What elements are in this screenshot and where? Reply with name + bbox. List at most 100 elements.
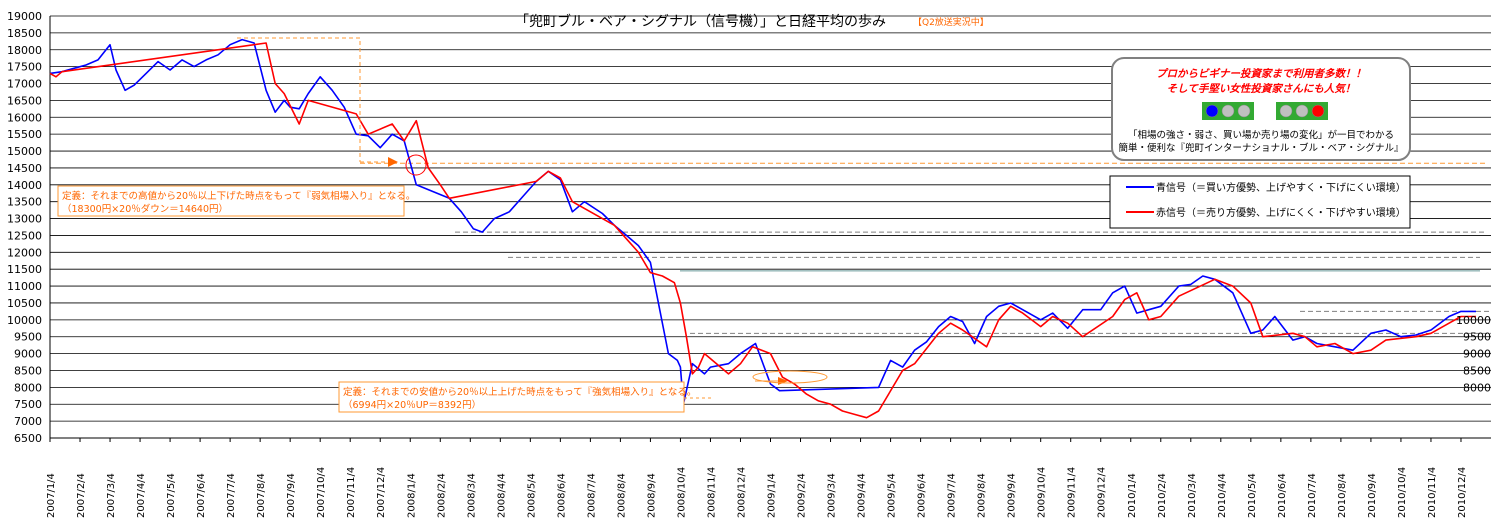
bull-marker-ellipse	[752, 370, 828, 384]
x-tick-label: 2007/5/4	[166, 473, 177, 518]
x-tick-label: 2007/9/4	[286, 473, 297, 518]
x-tick-label: 2008/10/4	[676, 467, 687, 518]
x-axis: 2007/1/4 2007/2/4 2007/3/4 2007/4/4 2007/5/4…	[46, 438, 1468, 518]
y-tick-label: 14500	[7, 162, 42, 175]
y-tick-label: 17500	[7, 61, 42, 74]
y-tick-label: 15500	[7, 128, 42, 141]
y-tick-label: 17000	[7, 78, 42, 91]
reference-lines	[360, 162, 1491, 334]
x-tick-label: 2008/5/4	[526, 473, 537, 518]
x-tick-label: 2008/6/4	[556, 473, 567, 518]
x-tick-label: 2010/8/4	[1337, 473, 1348, 518]
signal-lamp	[1279, 104, 1293, 118]
x-tick-label: 2009/1/4	[767, 473, 778, 518]
y-tick-label: 18500	[7, 27, 42, 40]
legend-label-red: 赤信号（＝売り方優勢、上げにくく・下げやすい環境）	[1156, 206, 1406, 219]
y-tick-label: 14000	[7, 179, 42, 192]
ad-line2: そして手堅い女性投資家さんにも人気！	[1167, 82, 1356, 95]
x-tick-label: 2009/6/4	[917, 473, 928, 518]
y-tick-label: 10500	[7, 297, 42, 310]
x-tick-label: 2009/3/4	[827, 473, 838, 518]
x-tick-label: 2008/2/4	[436, 473, 447, 518]
x-tick-label: 2007/2/4	[76, 473, 87, 518]
x-tick-label: 2008/8/4	[616, 473, 627, 518]
x-tick-label: 2009/12/4	[1097, 467, 1108, 518]
x-tick-label: 2010/3/4	[1187, 473, 1198, 518]
ad-line1: プロからビギナー投資家まで利用者多数！！	[1156, 67, 1366, 80]
signal-lamp	[1237, 104, 1251, 118]
y-tick-label: 15000	[7, 145, 42, 158]
right-label: 9500	[1463, 331, 1491, 344]
signal-lamp	[1205, 104, 1219, 118]
y-tick-label: 16000	[7, 111, 42, 124]
ad-line4: 簡単・便利な『兜町インターナショナル・ブル・ベア・シグナル』	[1118, 142, 1403, 154]
x-tick-label: 2009/9/4	[1007, 473, 1018, 518]
right-label: 8500	[1463, 364, 1491, 377]
x-tick-label: 2008/4/4	[496, 473, 507, 518]
x-tick-label: 2010/5/4	[1247, 473, 1258, 518]
x-tick-label: 2008/7/4	[586, 473, 597, 518]
x-tick-label: 2008/1/4	[406, 473, 417, 518]
x-tick-label: 2007/11/4	[346, 467, 357, 518]
bull-note-line2: （6994円×20％UP＝8392円）	[343, 399, 481, 411]
x-tick-label: 2008/9/4	[646, 473, 657, 518]
y-tick-label: 12500	[7, 229, 42, 242]
x-tick-label: 2007/8/4	[256, 473, 267, 518]
y-tick-label: 18000	[7, 44, 42, 57]
x-tick-label: 2007/7/4	[226, 473, 237, 518]
x-tick-label: 2010/2/4	[1157, 473, 1168, 518]
y-tick-label: 19000	[7, 10, 42, 23]
bear-annotation: 定義：それまでの高値から20％以上下げた時点をもって『弱気相場入り』となる。 （…	[57, 37, 427, 217]
x-tick-label: 2010/6/4	[1277, 473, 1288, 518]
x-tick-label: 2008/3/4	[466, 473, 477, 518]
y-tick-label: 10000	[7, 314, 42, 327]
bear-marker-circle	[405, 154, 427, 176]
x-tick-label: 2007/12/4	[376, 467, 387, 518]
bear-arrow-icon	[388, 157, 398, 167]
x-tick-label: 2007/6/4	[196, 473, 207, 518]
y-tick-label: 13000	[7, 213, 42, 226]
bear-note-line2: （18300円×20％ダウン＝14640円）	[62, 203, 228, 215]
signal-lamp	[1295, 104, 1309, 118]
x-tick-label: 2010/10/4	[1397, 467, 1408, 518]
x-tick-label: 2009/10/4	[1037, 467, 1048, 518]
legend-label-blue: 青信号（＝買い方優勢、上げやすく・下げにくい環境）	[1156, 181, 1406, 194]
y-tick-label: 16500	[7, 94, 42, 107]
right-label: 10000	[1456, 314, 1491, 327]
bull-annotation: 定義：それまでの安値から20％以上上げた時点をもって『強気相場入り』となる。 （…	[338, 370, 828, 413]
x-tick-label: 2007/4/4	[136, 473, 147, 518]
x-tick-label: 2010/9/4	[1367, 473, 1378, 518]
y-tick-label: 12000	[7, 246, 42, 259]
x-tick-label: 2008/12/4	[736, 467, 747, 518]
x-tick-label: 2009/8/4	[977, 473, 988, 518]
bull-note-line1: 定義：それまでの安値から20％以上上げた時点をもって『強気相場入り』となる。	[343, 386, 696, 398]
y-tick-label: 7000	[14, 415, 42, 428]
signal-light-blue-icon	[1202, 102, 1254, 120]
y-tick-label: 11500	[7, 263, 42, 276]
series-blue-signal	[49, 38, 1476, 406]
right-label: 9000	[1463, 348, 1491, 361]
x-tick-label: 2010/1/4	[1127, 473, 1138, 518]
y-tick-label: 9500	[14, 331, 42, 344]
x-tick-label: 2009/5/4	[887, 473, 898, 518]
chart-tag: 【Q2放送実況中】	[913, 16, 989, 28]
x-tick-label: 2007/3/4	[106, 473, 117, 518]
x-tick-label: 2009/11/4	[1067, 467, 1078, 518]
bear-note-line1: 定義：それまでの高値から20％以上下げた時点をもって『弱気相場入り』となる。	[62, 190, 415, 202]
x-tick-label: 2009/4/4	[857, 473, 868, 518]
y-tick-label: 9000	[14, 348, 42, 361]
x-tick-label: 2010/11/4	[1427, 467, 1438, 518]
x-tick-label: 2010/4/4	[1217, 473, 1228, 518]
y-tick-label: 8000	[14, 381, 42, 394]
x-tick-label: 2008/11/4	[706, 467, 717, 518]
series-lines	[49, 38, 1476, 419]
y-tick-label: 13500	[7, 196, 42, 209]
chart-title: 「兜町ブル・ベア・シグナル（信号機）」と日経平均の歩み	[515, 13, 886, 30]
ad-box: プロからビギナー投資家まで利用者多数！！ そして手堅い女性投資家さんにも人気！ …	[1111, 57, 1411, 161]
x-tick-label: 2010/12/4	[1457, 467, 1468, 518]
series-red-signal	[49, 42, 1476, 419]
x-tick-label: 2007/1/4	[46, 473, 57, 518]
signal-lamp	[1221, 104, 1235, 118]
